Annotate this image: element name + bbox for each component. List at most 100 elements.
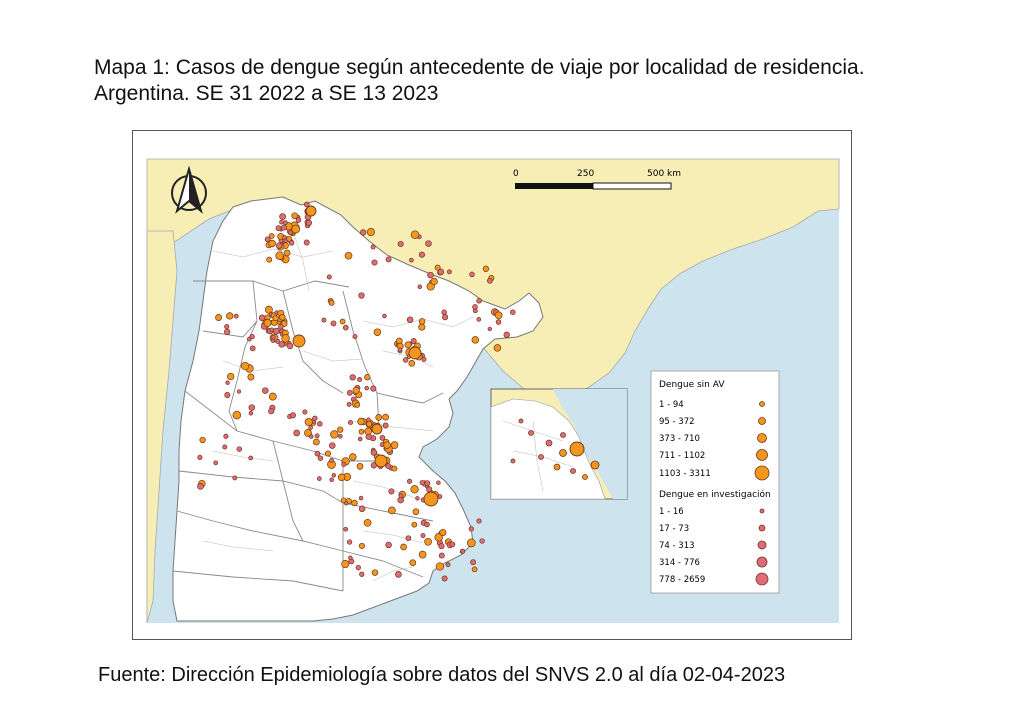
case-point-investigacion <box>442 314 449 321</box>
case-point-sin-av <box>418 323 426 331</box>
case-point-investigacion <box>342 324 349 331</box>
case-point-sin-av <box>339 318 346 325</box>
case-point-investigacion <box>197 454 203 460</box>
case-point-investigacion <box>233 313 239 319</box>
case-point-sin-av <box>330 430 339 439</box>
case-point-investigacion <box>347 419 354 426</box>
case-point-investigacion <box>317 421 323 427</box>
case-point-investigacion <box>331 473 336 478</box>
scale-label-0: 0 <box>513 169 519 179</box>
legend-inv-symbol-2 <box>758 524 766 532</box>
legend-inv-class-1: 1 - 16 <box>659 507 684 517</box>
case-point-sin-av <box>358 542 365 549</box>
case-point-investigacion <box>370 385 377 392</box>
case-point-investigacion <box>303 239 310 246</box>
case-point-investigacion <box>348 555 353 561</box>
case-point-investigacion <box>476 298 482 304</box>
case-point-sin-av <box>199 436 206 444</box>
case-point-sin-av <box>227 372 235 381</box>
case-point-sin-av <box>471 566 478 573</box>
case-point-sin-av-large <box>305 205 317 217</box>
case-point-investigacion <box>472 304 478 310</box>
legend-sin-av-symbol-3 <box>757 433 767 443</box>
case-point-investigacion <box>309 434 314 439</box>
case-point-investigacion <box>469 271 475 278</box>
case-point-investigacion <box>278 341 285 348</box>
map-title: Mapa 1: Casos de dengue según antecedent… <box>94 55 865 107</box>
case-point-investigacion <box>427 271 434 279</box>
case-point-investigacion <box>302 409 308 415</box>
case-point-investigacion <box>406 478 413 484</box>
case-point-sin-av <box>382 413 389 421</box>
case-point-sin-av <box>404 341 412 349</box>
case-point-sin-av <box>366 228 375 237</box>
legend-inv-class-3: 74 - 313 <box>659 541 695 551</box>
case-point-investigacion <box>279 213 286 220</box>
scale-label-250: 250 <box>577 169 594 179</box>
case-point-investigacion <box>343 526 349 532</box>
case-point-investigacion <box>487 277 493 284</box>
case-point-investigacion <box>437 268 445 276</box>
case-point-investigacion <box>224 324 230 330</box>
case-point-sin-av <box>226 312 234 320</box>
case-point-sin-av <box>283 249 291 257</box>
case-point-sin-av <box>408 360 416 367</box>
case-point-sin-av-large <box>423 491 439 507</box>
case-point-investigacion <box>224 392 231 398</box>
case-point-sin-av <box>434 533 443 542</box>
legend-inv-symbol-1 <box>759 508 765 514</box>
case-point-investigacion <box>385 256 392 263</box>
case-point-investigacion <box>248 404 256 411</box>
case-point-investigacion <box>415 496 420 501</box>
case-point-investigacion <box>349 374 356 381</box>
case-point-sin-av <box>291 224 301 234</box>
case-point-investigacion <box>357 377 363 382</box>
case-point-sin-av <box>268 239 276 248</box>
case-point-sin-av <box>439 528 447 537</box>
map-legend: Dengue sin AV 1 - 94 95 - 372 373 - 710 … <box>650 370 780 594</box>
case-point-investigacion <box>438 543 445 550</box>
case-point-investigacion <box>418 251 425 258</box>
case-point-sin-av <box>471 336 480 344</box>
case-point-sin-av <box>328 299 335 306</box>
case-point-investigacion <box>424 480 431 487</box>
case-point-sin-av <box>364 374 371 381</box>
case-point-sin-av <box>232 410 242 420</box>
case-point-sin-av <box>358 428 365 435</box>
case-point-sin-av <box>466 538 476 548</box>
case-point-investigacion <box>417 284 423 290</box>
case-point-sin-av <box>247 373 255 381</box>
case-point-investigacion <box>503 331 510 338</box>
legend-inv-class-2: 17 - 73 <box>659 524 689 534</box>
case-point-sin-av <box>264 305 273 314</box>
case-point-sin-av <box>268 233 275 239</box>
case-point-sin-av <box>272 315 279 322</box>
case-point-investigacion <box>346 389 353 396</box>
case-point-investigacion <box>358 292 365 299</box>
case-point-investigacion <box>419 479 425 486</box>
legend-inv-title: Dengue en investigación <box>659 489 771 500</box>
case-point-investigacion <box>385 541 392 549</box>
case-point-investigacion <box>397 240 404 248</box>
case-point-investigacion <box>510 309 516 315</box>
case-point-sin-av <box>409 559 417 567</box>
case-point-investigacion <box>283 220 288 225</box>
map-frame: 0 250 500 km Dengue sin AV 1 - 94 95 - 3… <box>132 130 852 640</box>
legend-sin-av-symbol-2 <box>758 417 766 425</box>
case-point-sin-av-large <box>408 346 422 360</box>
case-point-sin-av <box>434 264 441 271</box>
case-point-investigacion <box>329 477 334 483</box>
case-point-investigacion <box>223 433 229 439</box>
case-point-sin-av-large <box>374 454 388 468</box>
case-point-investigacion <box>236 446 243 452</box>
case-point-sin-av <box>383 441 391 449</box>
case-point-investigacion <box>295 217 302 223</box>
case-point-investigacion <box>270 338 276 343</box>
chile-land <box>146 230 178 624</box>
case-point-investigacion <box>341 461 347 467</box>
case-point-investigacion <box>395 571 402 578</box>
case-point-investigacion <box>426 486 433 493</box>
case-point-investigacion <box>225 380 230 385</box>
case-point-investigacion <box>379 435 386 441</box>
case-point-investigacion <box>236 389 242 394</box>
